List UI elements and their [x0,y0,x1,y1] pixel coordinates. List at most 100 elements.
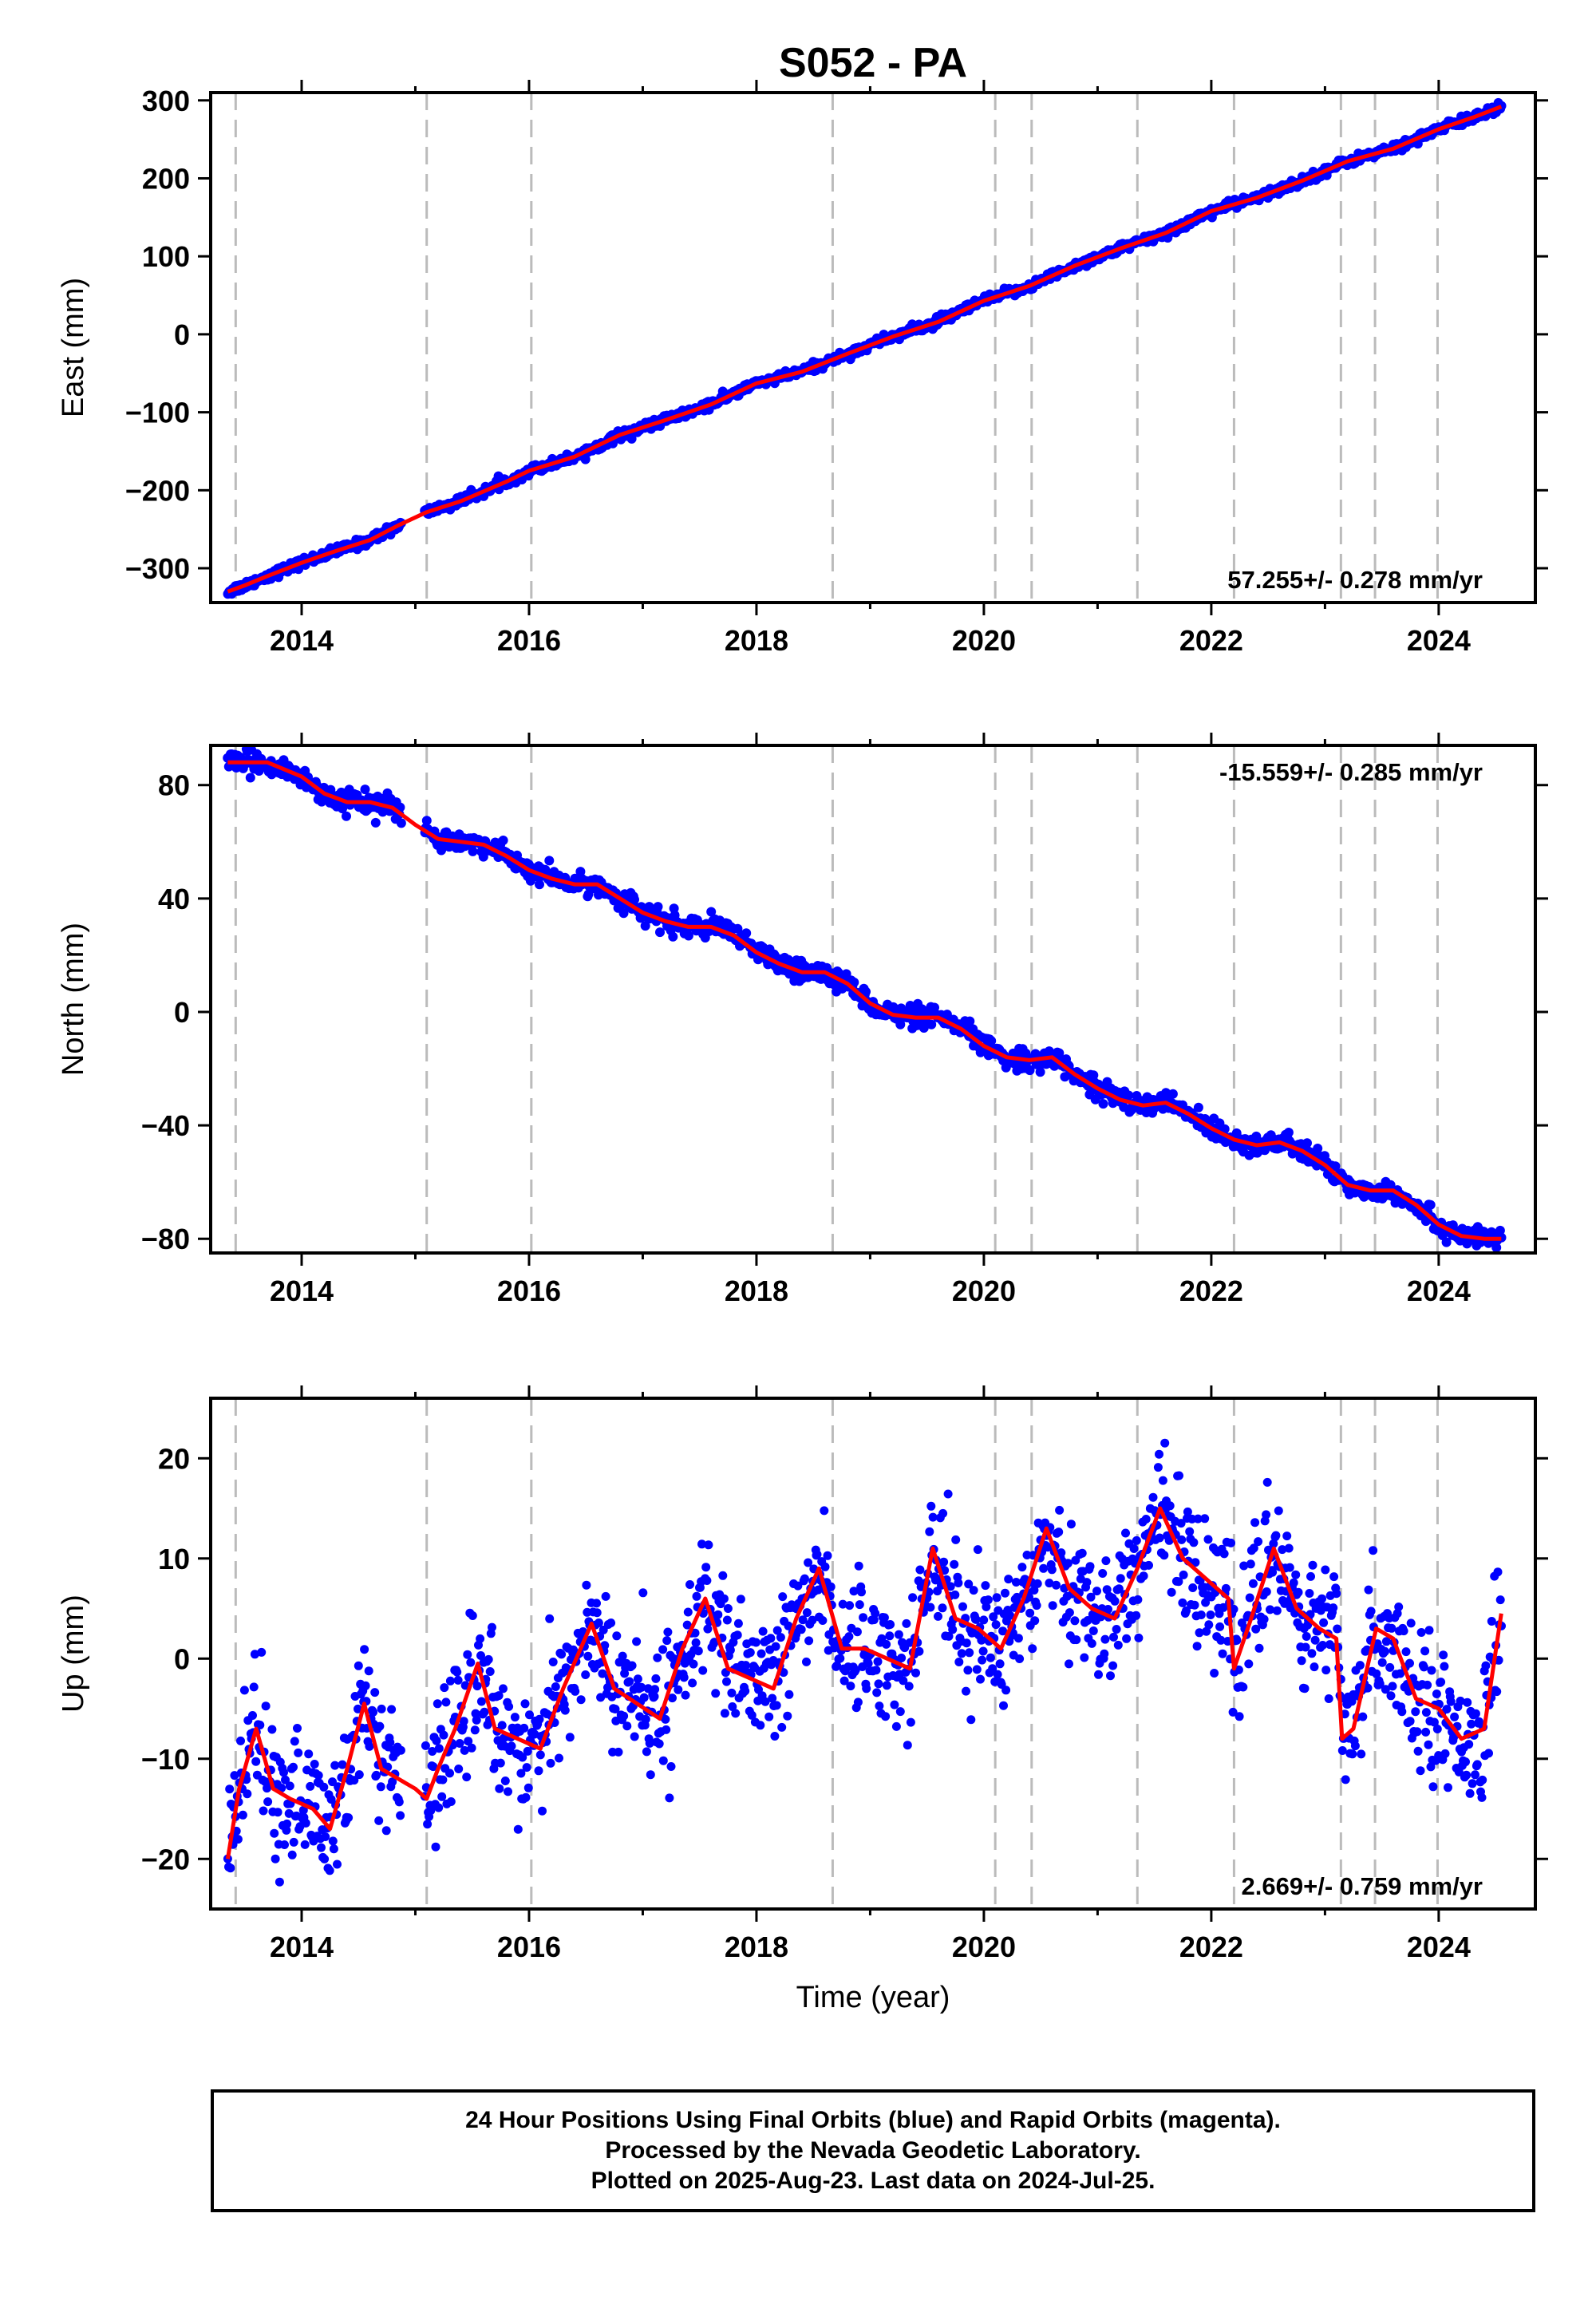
data-point [802,1608,812,1618]
data-point [1310,1662,1319,1672]
data-point [1239,1561,1249,1571]
data-point [1421,1727,1431,1737]
data-point [1102,1585,1112,1595]
data-point [338,1760,347,1769]
data-point [1284,1543,1294,1553]
data-point [471,1709,480,1718]
data-point [1193,1514,1203,1524]
data-point [965,1016,975,1026]
data-point [938,1508,948,1518]
data-point [263,1797,273,1807]
data-point [784,1621,793,1630]
data-point [1492,1687,1502,1697]
data-point [1160,1438,1170,1448]
data-point [1266,1605,1274,1614]
data-point [771,1642,780,1651]
data-point [468,846,478,856]
data-point [342,811,351,821]
data-point [690,1628,700,1638]
data-point [1022,1551,1032,1559]
data-point [1332,1589,1341,1599]
plot-frame [209,744,1537,1255]
data-point [239,1686,249,1695]
data-point [1104,1605,1112,1614]
data-point [275,1877,284,1887]
data-point [650,1692,659,1701]
data-point [320,1854,330,1863]
data-point [1397,1707,1407,1717]
data-point [226,1863,235,1873]
data-point [396,1811,405,1820]
data-point [741,1661,750,1670]
data-point [983,1595,993,1605]
data-point [778,1592,788,1602]
rate-label: -15.559+/- 0.285 mm/yr [1219,758,1483,786]
data-point [986,1653,995,1662]
data-point [583,1651,593,1661]
data-point [1285,1563,1294,1572]
data-point [1159,1551,1169,1560]
data-point [882,1681,891,1690]
data-point [1424,1626,1434,1635]
y-axis-label: North (mm) [57,923,90,1076]
data-point [466,1658,476,1667]
y-tick-label: 10 [158,1543,190,1575]
data-point [1305,1589,1314,1598]
data-point [1364,1585,1373,1595]
data-point [576,1695,586,1705]
data-point [462,1773,472,1782]
data-point [279,1768,288,1777]
data-point [1112,1625,1121,1634]
data-point [731,1709,741,1718]
data-point [1377,1658,1387,1667]
data-point [633,1674,642,1684]
data-point [1369,1546,1378,1555]
data-point [230,1771,239,1780]
data-point [938,1603,947,1613]
data-point [259,1806,268,1816]
data-point [231,763,242,773]
data-point [954,1579,963,1587]
data-point [480,1707,489,1717]
data-point [626,433,637,444]
data-point [476,1634,485,1643]
data-point [1196,1611,1206,1619]
data-point [441,1697,451,1707]
data-point [885,1631,895,1641]
data-point [1318,1641,1327,1650]
data-point [728,1702,737,1711]
data-point [516,1769,526,1778]
data-point [319,1782,329,1792]
data-point [290,1737,299,1746]
data-point [804,1636,814,1646]
data-point [944,1631,954,1641]
data-point [1487,1617,1496,1626]
x-tick-label: 2018 [725,1275,788,1307]
x-tick-label: 2016 [497,1931,561,1963]
data-point [1216,1635,1226,1645]
data-point [1045,1579,1054,1588]
data-point [1080,1653,1089,1662]
data-point [1174,1577,1183,1587]
data-point [1238,1682,1248,1692]
data-point [428,1747,437,1756]
data-point [625,1677,634,1686]
data-point [1358,1712,1368,1721]
data-point [1001,1588,1009,1598]
data-point [950,1590,960,1599]
data-point [642,1747,651,1757]
data-point [329,1844,338,1854]
data-point [354,1704,362,1713]
data-point [606,1618,616,1627]
data-point [1355,1661,1365,1670]
data-point [1324,1694,1333,1703]
data-point [895,1707,905,1717]
data-point [823,1551,832,1560]
data-point [800,1574,809,1583]
y-tick-label: 300 [142,85,190,117]
data-point [1372,1669,1381,1678]
y-tick-label: 40 [158,883,190,915]
data-point [546,1758,555,1768]
data-point [496,1758,505,1768]
data-point [388,1777,397,1787]
